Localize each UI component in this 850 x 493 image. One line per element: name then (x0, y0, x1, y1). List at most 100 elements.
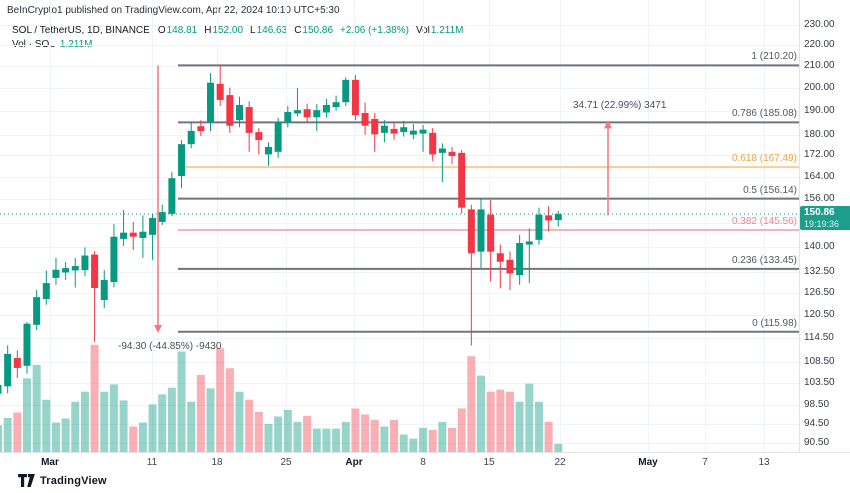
volume-bar (322, 428, 331, 452)
volume-bar (22, 378, 31, 452)
price-tick-label: 200.00 (804, 81, 835, 93)
price-tick-label: 126.50 (804, 286, 835, 298)
candle (467, 209, 475, 254)
candle (168, 178, 176, 214)
volume-bar (390, 419, 399, 452)
candle (525, 241, 533, 245)
range-arrow-up-head (604, 120, 612, 129)
volume-bar (51, 422, 60, 452)
annotation-up-label: 34.71 (22.99%) 3471 (573, 100, 667, 111)
volume-bar (351, 408, 360, 452)
ohlc-values: O148.81 H152.00 L146.63 C150.86 (158, 24, 333, 38)
candle (0, 384, 2, 394)
volume-bar (42, 399, 51, 452)
volume-bar (332, 428, 341, 452)
volume-bar (283, 409, 292, 452)
candle (342, 79, 350, 103)
candle (129, 232, 137, 237)
volume-bar (138, 422, 147, 452)
price-tick-label: 164.00 (804, 170, 835, 182)
volume-bar (196, 374, 205, 452)
range-arrow-down-head (154, 324, 162, 333)
price-axis[interactable]: 150.86 19:19:36 230.00 220.00 210.00 200.00… (799, 0, 850, 452)
volume-bar (90, 344, 99, 452)
time-tick-label: 13 (758, 457, 770, 468)
price-tick-label: 220.00 (804, 38, 835, 50)
volume-bar (80, 391, 89, 452)
time-tick-label: 15 (483, 457, 495, 468)
volume-bar (303, 415, 312, 452)
candle (380, 125, 388, 133)
time-tick-label: 25 (280, 457, 292, 468)
candle (284, 112, 292, 123)
tradingview-logo[interactable]: TradingView (18, 474, 107, 487)
volume-bar (534, 401, 543, 452)
candle (487, 214, 495, 252)
volume-bar (467, 356, 476, 452)
volume-bar (129, 426, 138, 452)
volume-bar (148, 404, 157, 452)
fib-label-0: 0 (115.98) (752, 317, 797, 329)
fib-label-0.5: 0.5 (156.14) (743, 184, 797, 196)
volume-bar (254, 411, 263, 452)
candle (216, 83, 224, 100)
candle (139, 231, 147, 238)
time-axis[interactable]: Mar 11 18 25 Apr 8 15 22 May 7 13 (0, 452, 850, 472)
candle (255, 132, 263, 141)
price-tick-label: 230.00 (804, 19, 835, 30)
price-tick-label: 114.50 (804, 331, 834, 343)
volume-bar (225, 368, 234, 452)
current-price-value: 150.86 (804, 206, 835, 218)
volume-bar (245, 399, 254, 452)
time-tick-label: 8 (420, 457, 426, 468)
price-tick-label: 103.50 (804, 376, 835, 388)
candle (293, 110, 301, 114)
volume-bar (216, 348, 225, 452)
volume-bar (167, 387, 176, 452)
volume-bar (448, 427, 457, 452)
volume-bar (438, 421, 447, 452)
volume-bar (187, 401, 196, 452)
volume-bar (370, 419, 379, 452)
price-tick-label: 140.00 (804, 241, 835, 253)
time-tick-label: 22 (554, 457, 566, 468)
current-price-badge: 150.86 19:19:36 (800, 205, 850, 230)
volume-bar (109, 384, 118, 452)
symbol-title[interactable]: SOL / TetherUS, 1D, BINANCE (12, 25, 150, 36)
candle (100, 279, 108, 301)
time-tick-label: 11 (146, 457, 158, 468)
volume-bar (419, 427, 428, 452)
ohlc-label: O (157, 25, 166, 36)
volume-bar (515, 401, 524, 452)
candle (429, 132, 437, 155)
candle (535, 214, 543, 240)
ohlc-value: 148.81 (166, 25, 198, 36)
volume-bar (505, 391, 514, 452)
volume-bar (100, 391, 109, 452)
candle (120, 232, 128, 239)
candle (33, 297, 41, 325)
volume-bar (544, 421, 553, 452)
price-tick-label: 190.00 (804, 104, 835, 116)
fib-label-0.618: 0.618 (167.49) (731, 153, 797, 165)
candle (496, 253, 504, 262)
price-tick-label: 156.00 (804, 192, 835, 204)
candle (91, 254, 99, 288)
volume-bar (61, 418, 70, 452)
ohlc-value: 152.00 (212, 25, 244, 36)
fib-label-0.786: 0.786 (185.08) (731, 108, 797, 120)
candle (409, 130, 417, 135)
candle (158, 212, 166, 222)
candle (419, 129, 427, 134)
tradingview-logo-icon (18, 474, 35, 487)
candle (448, 151, 456, 156)
candle (71, 266, 79, 271)
legend-row-2: Vol · SOL 1.211M (12, 38, 463, 52)
candlestick-chart[interactable] (0, 0, 799, 452)
volume-bar (274, 416, 283, 452)
candle (197, 126, 205, 132)
candle (545, 215, 553, 221)
price-tick-label: 172.00 (804, 149, 835, 161)
time-tick-label: May (638, 457, 658, 468)
